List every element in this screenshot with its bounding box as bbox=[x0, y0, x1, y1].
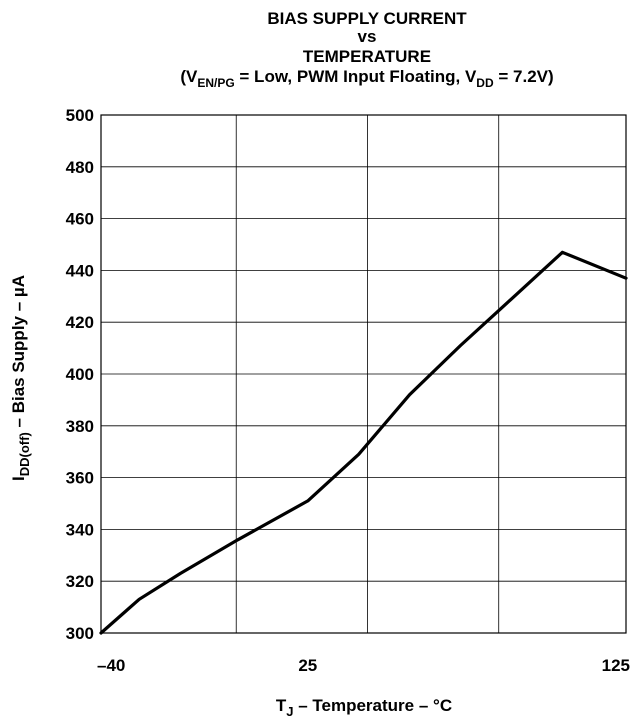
chart-conditions-end: = 7.2V) bbox=[494, 67, 554, 86]
y-tick-labels: 300 320 340 360 380 400 420 440 460 480 500 bbox=[66, 106, 94, 643]
y-tick-label: 380 bbox=[66, 417, 94, 436]
series-line bbox=[99, 250, 628, 635]
y-axis-label-subscript: DD(off) bbox=[17, 432, 32, 476]
chart-title: BIAS SUPPLY CURRENT vs TEMPERATURE (VEN/… bbox=[180, 9, 553, 90]
plot-frame bbox=[100, 114, 627, 634]
x-tick-labels: –40 25 125 bbox=[97, 656, 630, 675]
y-tick-label: 420 bbox=[66, 313, 94, 332]
x-tick-label: –40 bbox=[97, 656, 125, 675]
chart-conditions-en-subscript: EN/PG bbox=[197, 76, 234, 90]
y-tick-label: 400 bbox=[66, 365, 94, 384]
y-axis-label-prefix: I bbox=[9, 476, 28, 481]
y-tick-label: 300 bbox=[66, 624, 94, 643]
y-tick-label: 320 bbox=[66, 572, 94, 591]
y-axis-label-suffix: – Bias Supply – µA bbox=[9, 275, 28, 432]
grid bbox=[100, 114, 627, 634]
chart-title-line-3: TEMPERATURE bbox=[303, 47, 431, 66]
y-tick-label: 440 bbox=[66, 261, 94, 280]
y-tick-label: 460 bbox=[66, 210, 94, 229]
chart-conditions: (VEN/PG = Low, PWM Input Floating, VDD =… bbox=[180, 67, 553, 90]
chart-conditions-middle: = Low, PWM Input Floating, V bbox=[235, 67, 477, 86]
y-tick-label: 500 bbox=[66, 106, 94, 125]
series-layer bbox=[99, 250, 628, 635]
x-axis-label: TJ – Temperature – °C bbox=[276, 696, 452, 719]
y-tick-label: 340 bbox=[66, 520, 94, 539]
x-axis-label-prefix: T bbox=[276, 696, 287, 715]
chart-title-line-1: BIAS SUPPLY CURRENT bbox=[267, 9, 467, 28]
y-tick-label: 360 bbox=[66, 469, 94, 488]
x-axis-label-suffix: – Temperature – °C bbox=[294, 696, 453, 715]
chart-conditions-dd-subscript: DD bbox=[476, 76, 494, 90]
chart-conditions-open: (V bbox=[180, 67, 198, 86]
y-tick-label: 480 bbox=[66, 158, 94, 177]
chart-title-line-2: vs bbox=[358, 27, 377, 46]
x-axis-label-subscript: J bbox=[286, 704, 293, 719]
y-axis-label: IDD(off) – Bias Supply – µA bbox=[9, 275, 32, 481]
x-tick-label: 25 bbox=[298, 656, 317, 675]
x-tick-label: 125 bbox=[602, 656, 630, 675]
